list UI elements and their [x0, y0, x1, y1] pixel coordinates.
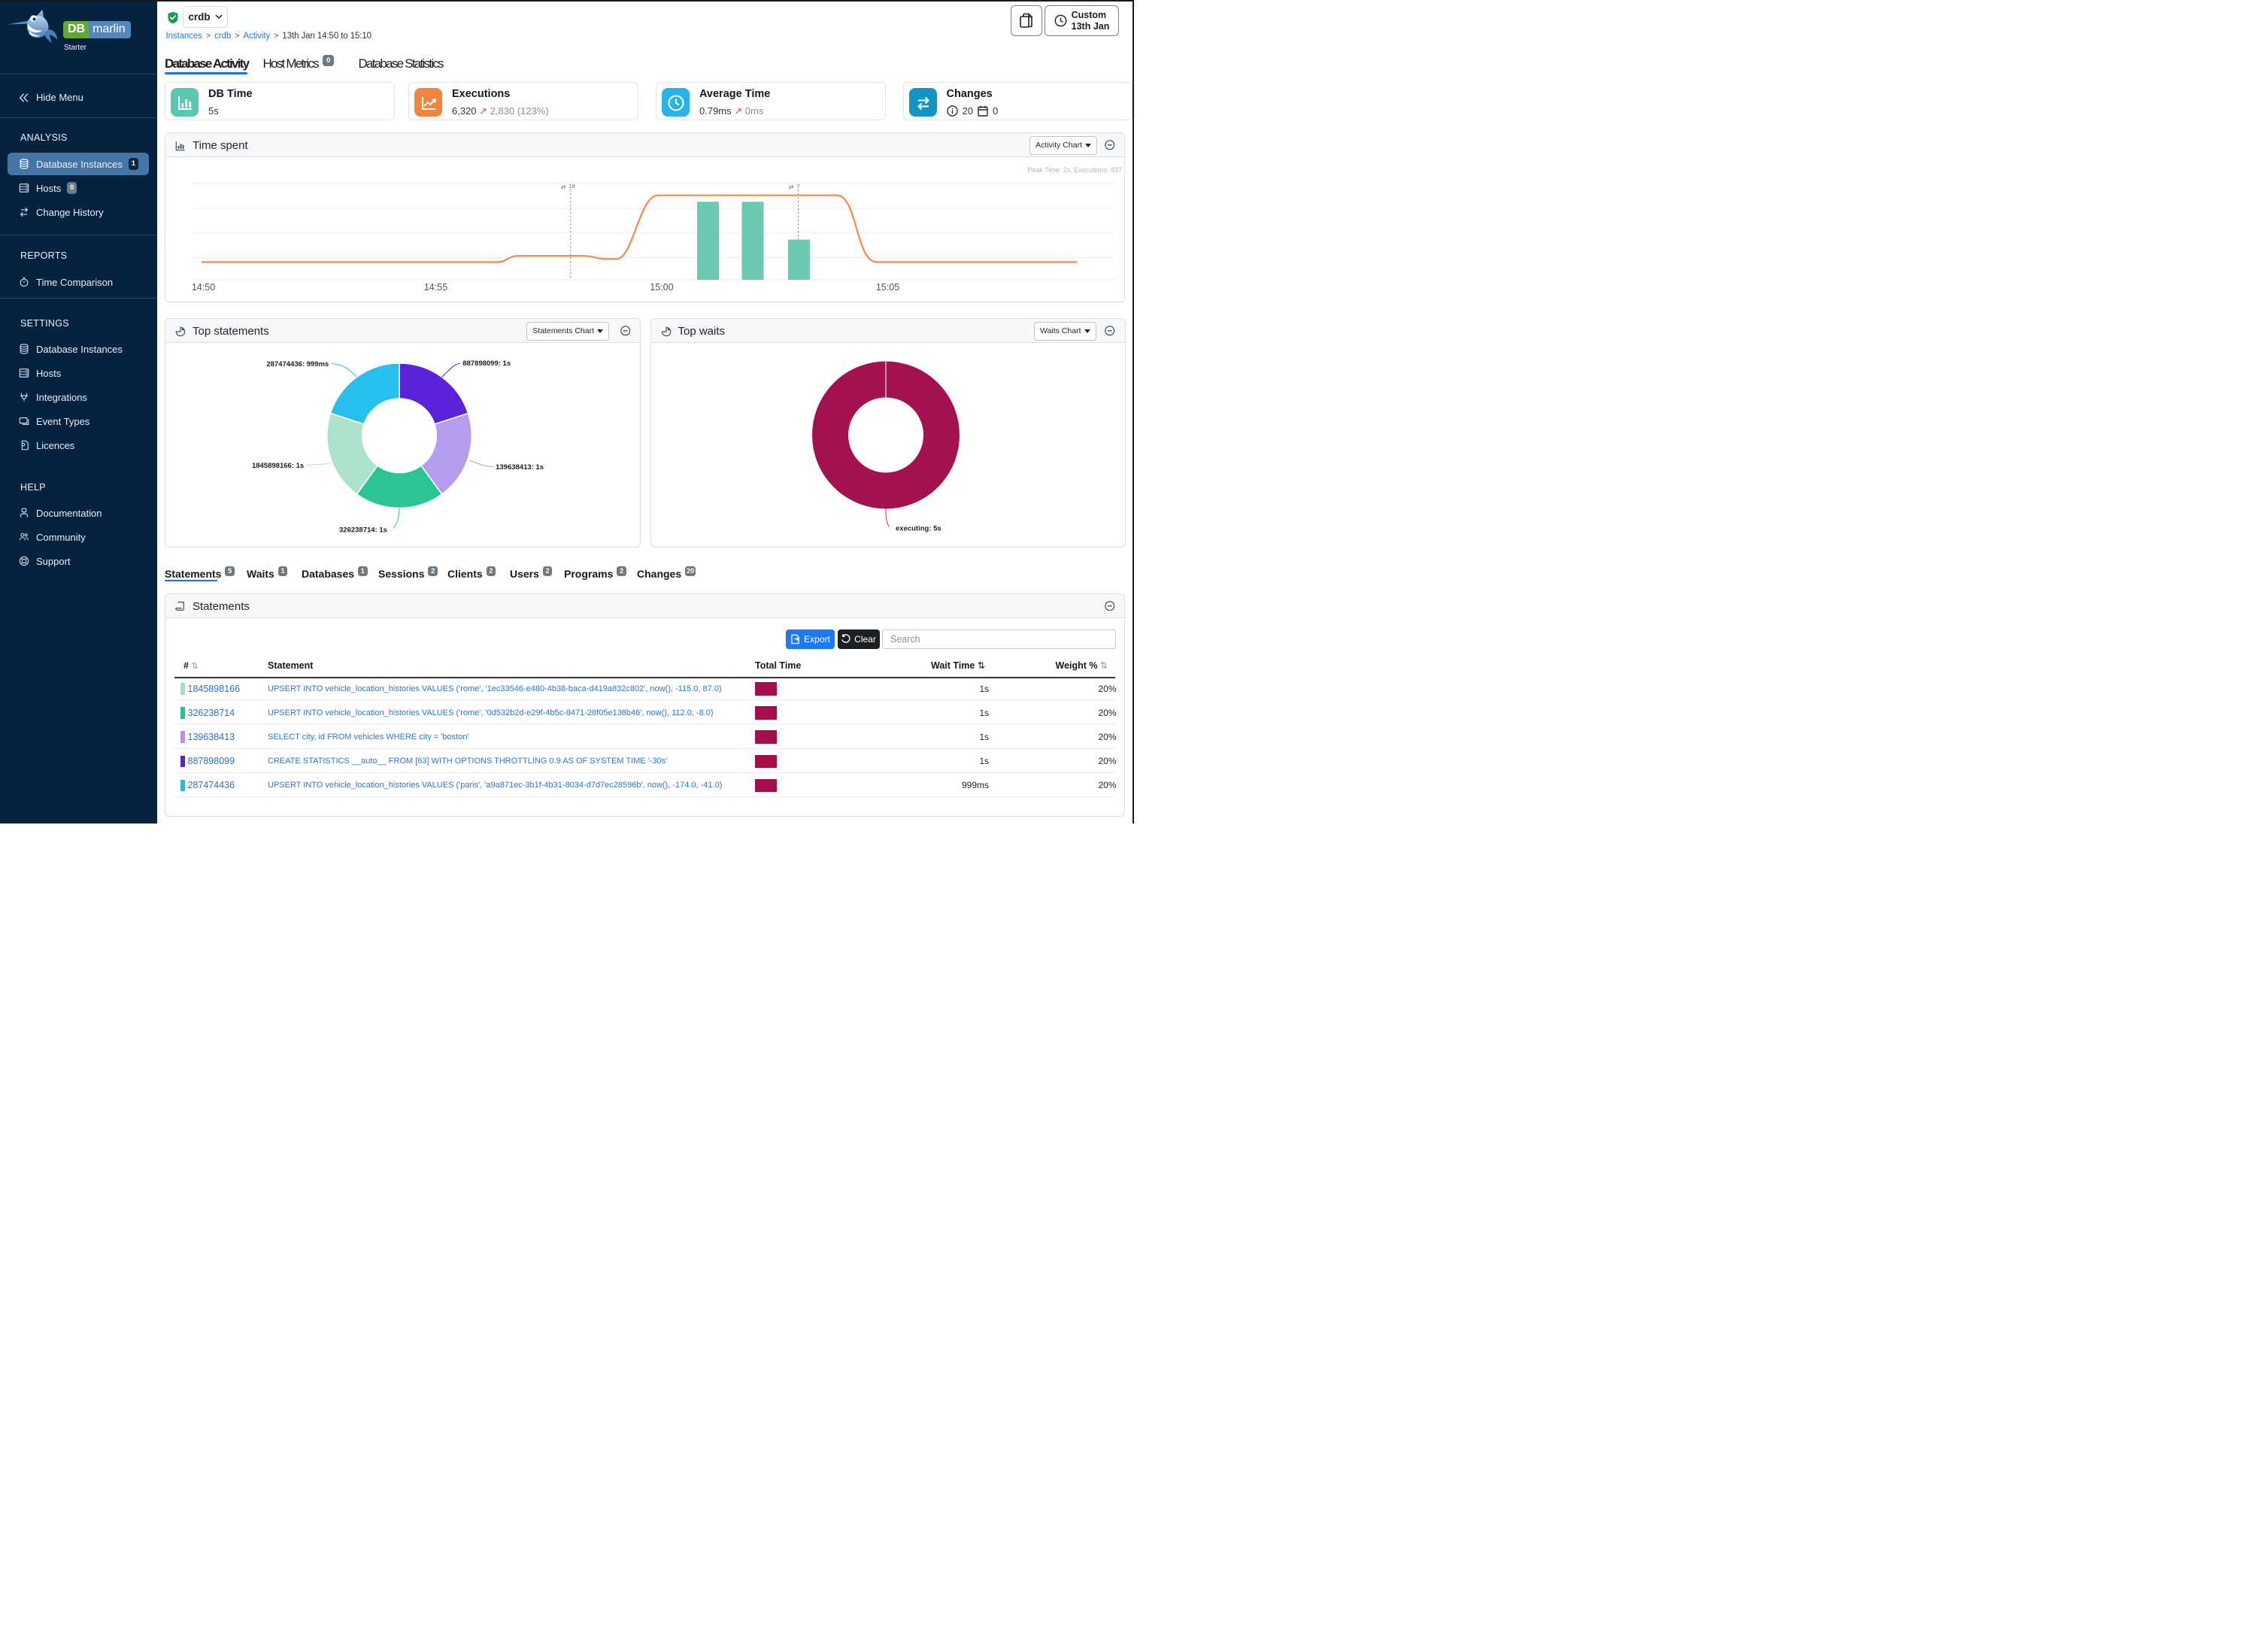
- svg-text:326238714: 1s: 326238714: 1s: [339, 526, 387, 535]
- svg-text:887898099: 1s: 887898099: 1s: [462, 359, 511, 368]
- svg-text:139638413: 1s: 139638413: 1s: [496, 463, 544, 472]
- svg-text:Peak Time: 2s, Executions: 837: Peak Time: 2s, Executions: 837: [1027, 166, 1122, 174]
- svg-text:18: 18: [569, 183, 575, 190]
- svg-text:⇄: ⇄: [789, 184, 794, 190]
- svg-text:287474436: 999ms: 287474436: 999ms: [266, 360, 329, 369]
- svg-text:15:05: 15:05: [876, 282, 899, 293]
- svg-text:14:55: 14:55: [424, 282, 447, 293]
- svg-text:14:50: 14:50: [192, 282, 215, 293]
- svg-text:7: 7: [797, 183, 800, 190]
- svg-text:⇄: ⇄: [561, 184, 566, 190]
- svg-text:executing: 5s: executing: 5s: [896, 525, 941, 533]
- svg-text:1845898166: 1s: 1845898166: 1s: [252, 462, 304, 470]
- svg-text:15:00: 15:00: [650, 282, 673, 293]
